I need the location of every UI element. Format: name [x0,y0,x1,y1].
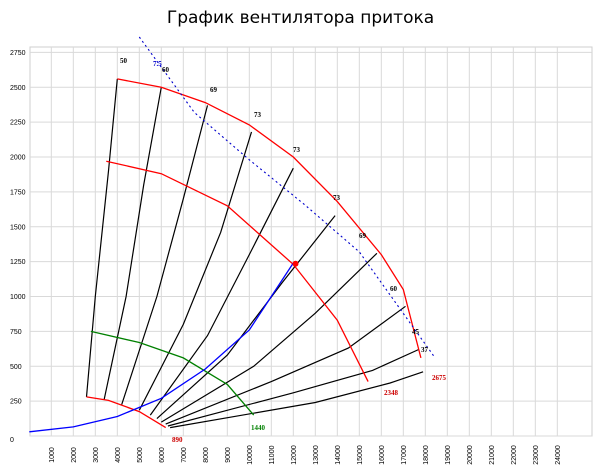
point-label-890: 890 [172,436,183,444]
speed-curve-4 [90,330,255,416]
radial-line-6 [156,215,336,420]
radial-line-8 [165,305,406,425]
point-label-2348: 2348 [384,389,399,397]
x-tick-label: 22000 [511,445,518,465]
x-tick-label: 3000 [93,447,100,463]
x-tick-label: 18000 [423,445,430,465]
radial-line-1 [85,78,118,397]
radial-line-3 [121,105,209,405]
x-tick-label: 9000 [225,447,232,463]
system-curve [29,262,294,433]
y-tick-label: 1750 [10,189,26,196]
x-tick-label: 5000 [137,447,144,463]
y-tick-label: 750 [10,329,22,336]
x-tick-label: 11000 [269,445,276,464]
x-tick-label: 12000 [291,445,298,465]
x-tick-label: 21000 [489,445,496,465]
speed-curve-2 [117,78,422,359]
curve-labels: 50 7.5 60 69 73 73 73 69 60 45 37 890 14… [120,57,447,444]
x-tick-label: 19000 [445,445,452,465]
x-tick-label: 17000 [401,445,408,465]
eff-label-69-b: 69 [359,232,367,240]
x-tick-label: 1000 [49,447,56,463]
x-tick-label: 2000 [71,447,78,463]
point-label-1440: 1440 [251,424,266,432]
efficiency-boundary-line [138,36,435,357]
speed-curve-1 [86,396,167,429]
eff-label-73-b: 73 [293,146,301,154]
operating-point [292,260,299,267]
x-tick-label: 8000 [203,447,210,463]
x-tick-label: 20000 [467,445,474,465]
eff-label-73-c: 73 [333,194,341,202]
radial-line-2 [103,87,162,400]
radial-line-7 [160,252,378,423]
x-tick-label: 23000 [533,445,540,465]
x-tick-label: 13000 [313,445,320,465]
x-tick-label: 7000 [181,447,188,463]
radial-line-5 [149,167,294,416]
y-tick-label: 2750 [10,50,26,57]
x-tick-label: 14000 [335,445,342,465]
eff-label-73-a: 73 [254,111,262,119]
y-tick-label: 500 [10,364,22,371]
x-tick-label: 10000 [247,445,254,465]
x-tick-label: 4000 [115,447,122,463]
eff-label-45: 45 [412,328,420,336]
y-tick-label: 1000 [10,294,26,301]
x-tick-label: 6000 [159,447,166,463]
point-label-2675: 2675 [432,374,447,382]
radial-line-4 [138,131,253,411]
y-tick-label: 2500 [10,85,26,92]
y-tick-label: 0 [10,437,14,444]
radial-line-10 [169,371,424,429]
y-tick-label: 250 [10,399,22,406]
eff-label-37: 37 [421,346,429,354]
x-tick-label: 24000 [555,445,562,465]
radial-line-9 [167,348,419,427]
eff-label-50: 50 [120,57,128,65]
x-tick-label: 16000 [379,445,386,465]
y-tick-label: 2000 [10,155,26,162]
y-tick-label: 2250 [10,120,26,127]
eff-label-60-b: 60 [390,285,398,293]
axis-ticks: 1000 2000 3000 4000 5000 6000 7000 8000 9000 1000… [10,50,562,465]
eff-label-69: 69 [210,86,218,94]
eff-label-7-5: 7.5 [153,60,162,68]
speed-curve-3 [106,160,369,382]
chart-title: График вентилятора притока [166,8,435,28]
x-tick-label: 15000 [357,445,364,465]
eff-label-60: 60 [162,66,170,74]
y-tick-label: 1250 [10,259,26,266]
curves [29,36,435,433]
y-tick-label: 1500 [10,224,26,231]
grid [29,46,593,437]
